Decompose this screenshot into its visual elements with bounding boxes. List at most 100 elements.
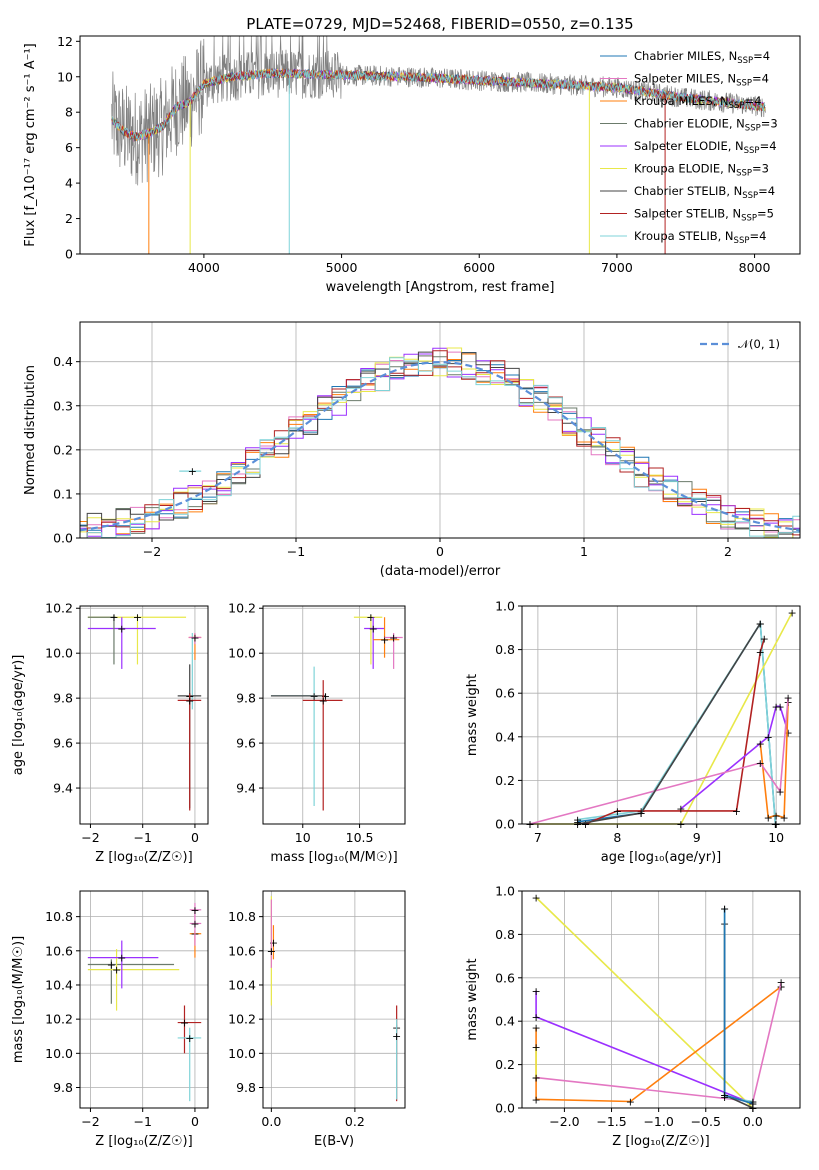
x-tick-label: 10 [768,830,784,845]
y-tick-label: 9.4 [53,781,73,796]
weight-series [529,697,789,825]
y-tick-label: 4 [65,176,73,191]
axes-frame [79,35,801,255]
y-axis-label: mass [log₁₀(M/M☉)] [11,936,26,1063]
data-point: + [133,611,142,624]
y-tick-label: 10.6 [228,943,256,958]
weight-marker: + [777,976,786,989]
plot-area: ++++++++ [87,465,202,811]
weight-marker: + [720,1089,729,1102]
weight-marker: + [748,1095,757,1108]
axes-frame [521,605,801,825]
x-axis-label: wavelength [Angstrom, rest frame] [326,280,555,295]
y-tick-label: 0.3 [53,398,73,413]
y-axis-label: mass weight [465,958,480,1040]
data-point: + [112,964,121,977]
weight-marker: + [764,811,773,824]
weight-marker: + [776,700,785,713]
legend-sub: SSP [729,101,745,111]
weight-marker: + [532,1041,541,1054]
plot-area: +++++ [267,896,401,1102]
weight-series [535,896,754,1109]
x-tick-label: 0.0 [743,1114,763,1129]
y-tick-label: 0.0 [495,1101,515,1116]
weight-marker: + [720,1091,729,1104]
axes-frame [521,890,801,1109]
legend-label: Chabrier MILES, NSSP=4 [634,49,770,66]
legend-label: Chabrier ELODIE, NSSP=3 [634,117,778,134]
y-tick-label: 10.6 [45,943,73,958]
x-tick-label: 6000 [463,260,495,275]
normal-curve [80,360,800,532]
x-tick-label: 8 [613,830,621,845]
panel-spectrum: 4000 5000 6000 7000 8000 0 2 4 6 8 10 12 wavelength … [23,34,801,295]
y-tick-label: 0.2 [495,773,515,788]
plot-area: + +++++ + [270,611,403,811]
x-tick-label: 0 [436,544,444,559]
legend-label: Kroupa STELIB, NSSP=4 [634,229,766,246]
y-tick-label: 10.2 [228,601,256,616]
weight-marker: + [772,809,781,822]
plot-area: ++++++++++ ++++ ++++++++++++++++++++ [525,607,796,831]
weight-series [535,990,754,1105]
y-tick-label: 0 [65,247,73,262]
x-tick-label: −1 [133,830,151,845]
weight-marker: + [777,980,786,993]
legend-sub: SSP [742,191,758,201]
y-tick-label: 0.4 [53,354,73,369]
weight-marker: + [756,737,765,750]
weight-marker: + [783,692,792,705]
data-point: + [267,945,276,958]
data-point: + [117,622,126,635]
y-tick-label: 10.2 [228,1012,256,1027]
x-axis-label: Z [log₁₀(Z/Z☉)] [95,1134,192,1149]
weight-marker: + [756,617,765,630]
y-tick-label: 8 [65,105,73,120]
legend-label: Salpeter MILES, NSSP=4 [634,72,769,89]
weight-marker: + [756,757,765,770]
x-tick-label: 7 [534,830,542,845]
x-axis-label: (data-model)/error [380,564,501,579]
model-kroupa_stelib [111,68,766,142]
x-axis-label: Z [log₁₀(Z/Z☉)] [612,1134,709,1149]
y-tick-label: 10.8 [228,909,256,924]
x-tick-label: 4000 [188,260,220,275]
axes-frame [79,605,209,825]
y-tick-label: 0.2 [495,1057,515,1072]
y-tick-label: 0.8 [495,642,515,657]
weight-marker: + [532,1093,541,1106]
legend-tail: =4 [760,139,777,153]
y-tick-label: 6 [65,140,73,155]
x-tick-label: 10 [295,830,311,845]
axes-frame [79,890,209,1109]
weight-marker: + [613,805,622,818]
weight-series [723,908,754,1105]
data-point: + [380,634,389,647]
weight-marker: + [532,1072,541,1085]
weight-marker: + [532,1022,541,1035]
panel-age_vs_Z: −2 −1 0 9.4 9.6 9.8 10.0 10.2 Z [log₁₀(Z/Z☉)] age… [11,465,209,865]
y-tick-label: 1.0 [495,599,515,614]
x-axis-label: mass [log₁₀(M/M☉)] [270,850,397,865]
data-point: + [389,631,398,644]
legend-tail: =3 [752,162,769,176]
y-tick-label: 9.8 [53,691,73,706]
x-tick-label: 10.5 [346,830,374,845]
y-tick-label: 1.0 [495,884,515,899]
x-tick-label: 0.2 [345,1114,365,1129]
x-axis-label: E(B-V) [314,1134,354,1149]
weight-marker: + [748,1098,757,1111]
data-point: + [321,690,330,703]
weight-marker: + [676,803,685,816]
y-tick-label: 9.4 [236,781,256,796]
x-tick-label: −1.0 [643,1114,673,1129]
x-axis-label: age [log₁₀(age/yr)] [601,850,722,865]
x-tick-label: 9 [693,830,701,845]
weight-series [723,908,754,1103]
y-tick-label: 0.6 [495,970,515,985]
axes-frame [262,890,406,1109]
y-tick-label: 10.0 [228,1046,256,1061]
weight-marker: + [783,726,792,739]
x-tick-label: 0 [191,1114,199,1129]
